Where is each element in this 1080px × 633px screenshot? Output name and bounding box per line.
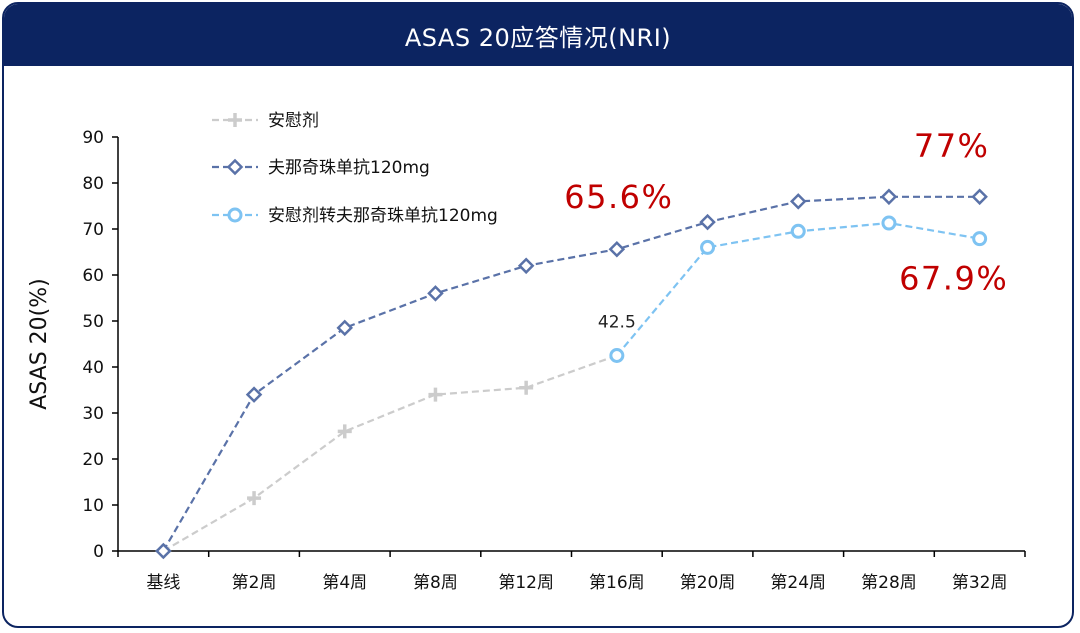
annotation-label: 67.9% bbox=[899, 260, 1008, 298]
data-point-crossover bbox=[972, 231, 988, 247]
chart-title-bar: ASAS 20应答情况(NRI) bbox=[4, 4, 1072, 66]
data-point-drug bbox=[971, 188, 988, 206]
legend-marker-crossover bbox=[227, 207, 243, 223]
data-point-placebo bbox=[247, 491, 262, 506]
annotation-label: 42.5 bbox=[598, 313, 636, 333]
series-line-drug bbox=[162, 195, 980, 552]
y-tick-label: 30 bbox=[82, 404, 104, 424]
data-point-placebo bbox=[428, 387, 443, 402]
x-tick-label: 第2周 bbox=[232, 573, 277, 593]
annotation-label: 77% bbox=[914, 127, 990, 165]
data-point-drug bbox=[336, 319, 354, 337]
y-tick-label: 20 bbox=[82, 450, 104, 470]
y-axis-label: ASAS 20(%) bbox=[27, 278, 52, 410]
y-tick-label: 0 bbox=[93, 542, 104, 562]
data-point-drug bbox=[699, 213, 716, 231]
y-tick-label: 10 bbox=[82, 496, 104, 516]
data-point-placebo bbox=[337, 424, 352, 439]
x-tick-label: 第24周 bbox=[770, 573, 826, 593]
data-point-drug bbox=[245, 386, 263, 403]
y-tick-label: 50 bbox=[82, 312, 104, 332]
data-point-crossover bbox=[700, 239, 716, 255]
series-line-placebo bbox=[162, 354, 618, 552]
data-point-placebo bbox=[519, 380, 534, 395]
legend-label-drug: 夫那奇珠单抗120mg bbox=[268, 158, 430, 178]
y-tick-label: 90 bbox=[82, 128, 104, 148]
x-tick-label: 第20周 bbox=[680, 573, 736, 593]
x-tick-label: 基线 bbox=[146, 573, 180, 593]
legend-label-placebo: 安慰剂 bbox=[268, 111, 319, 131]
data-point-crossover bbox=[609, 348, 625, 363]
legend-marker-placebo bbox=[228, 113, 242, 127]
x-tick-label: 第12周 bbox=[498, 573, 554, 593]
x-tick-label: 第4周 bbox=[322, 573, 367, 593]
y-tick-label: 40 bbox=[82, 358, 104, 378]
y-tick-label: 70 bbox=[82, 220, 104, 240]
data-point-drug bbox=[155, 542, 172, 560]
y-tick-label: 80 bbox=[82, 174, 104, 194]
data-point-drug bbox=[880, 188, 898, 206]
data-point-drug bbox=[789, 193, 807, 210]
x-tick-label: 第16周 bbox=[589, 573, 645, 593]
legend-marker-drug bbox=[226, 158, 244, 176]
x-tick-label: 第32周 bbox=[952, 573, 1008, 593]
annotation-label: 65.6% bbox=[564, 178, 673, 216]
x-tick-label: 第8周 bbox=[413, 573, 458, 593]
legend-label-crossover: 安慰剂转夫那奇珠单抗120mg bbox=[268, 206, 498, 226]
data-point-drug bbox=[517, 257, 535, 275]
y-tick-label: 60 bbox=[82, 266, 104, 286]
line-chart: 0 10 20 30 40 50 60 70 80 90 基线 第2周 第4周 第8周 第12周 第16周 第2… bbox=[27, 111, 1026, 593]
data-point-crossover bbox=[790, 223, 806, 239]
data-point-drug bbox=[608, 240, 626, 258]
data-point-drug bbox=[427, 285, 444, 302]
chart-title: ASAS 20应答情况(NRI) bbox=[404, 23, 672, 52]
data-point-crossover bbox=[881, 215, 897, 231]
x-tick-label: 第28周 bbox=[861, 573, 917, 593]
